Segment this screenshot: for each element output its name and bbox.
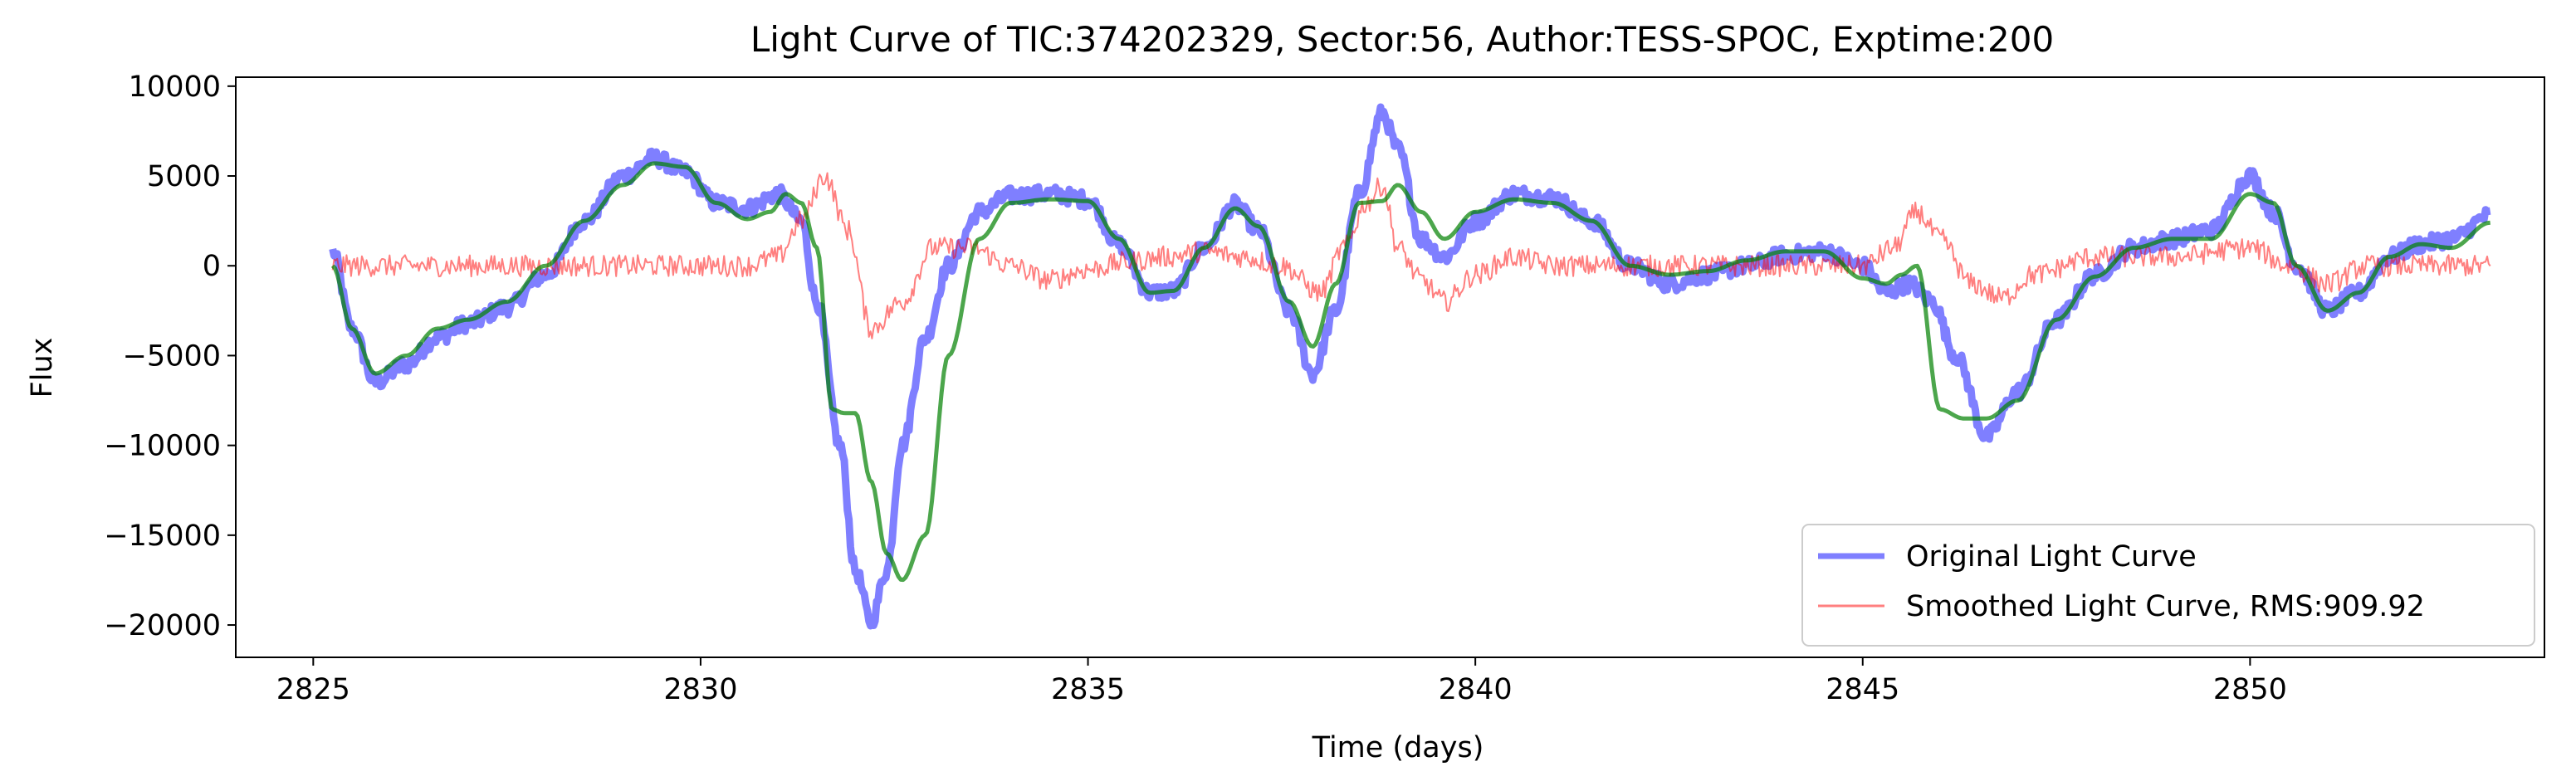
x-tick-label: 2830 xyxy=(663,673,737,706)
y-tick-label: 10000 xyxy=(129,71,221,104)
y-axis: 10000 5000 0 −5000 −10000 −15000 −20000 xyxy=(104,71,236,642)
y-tick-label: 0 xyxy=(203,250,221,283)
series-layer xyxy=(329,103,2493,630)
y-tick-label: −20000 xyxy=(104,609,221,642)
x-tick-label: 2835 xyxy=(1051,673,1125,706)
x-tick-label: 2845 xyxy=(1826,673,1899,706)
y-tick-label: 5000 xyxy=(147,160,221,193)
y-tick-label: −15000 xyxy=(104,520,221,553)
legend-box xyxy=(1801,524,2535,647)
legend-label-smoothed: Smoothed Light Curve, RMS:909.92 xyxy=(1906,590,2425,623)
y-axis-label: Flux xyxy=(26,338,59,398)
x-tick-label: 2850 xyxy=(2213,673,2287,706)
plot-area-frame xyxy=(235,76,2545,658)
chart-title: Light Curve of TIC:374202329, Sector:56,… xyxy=(750,19,2054,60)
x-tick-label: 2840 xyxy=(1439,673,1513,706)
x-tick-label: 2825 xyxy=(276,673,350,706)
legend-label-original: Original Light Curve xyxy=(1906,540,2197,574)
legend: Original Light Curve Smoothed Light Curv… xyxy=(1801,524,2535,647)
y-tick-label: −5000 xyxy=(123,339,221,373)
smoothed-light-curve xyxy=(331,172,2491,339)
x-axis-label: Time (days) xyxy=(1312,731,1484,764)
x-axis: 2825 2830 2835 2840 2845 2850 xyxy=(276,657,2287,706)
green-trend-line xyxy=(330,161,2490,583)
y-tick-label: −10000 xyxy=(104,430,221,463)
